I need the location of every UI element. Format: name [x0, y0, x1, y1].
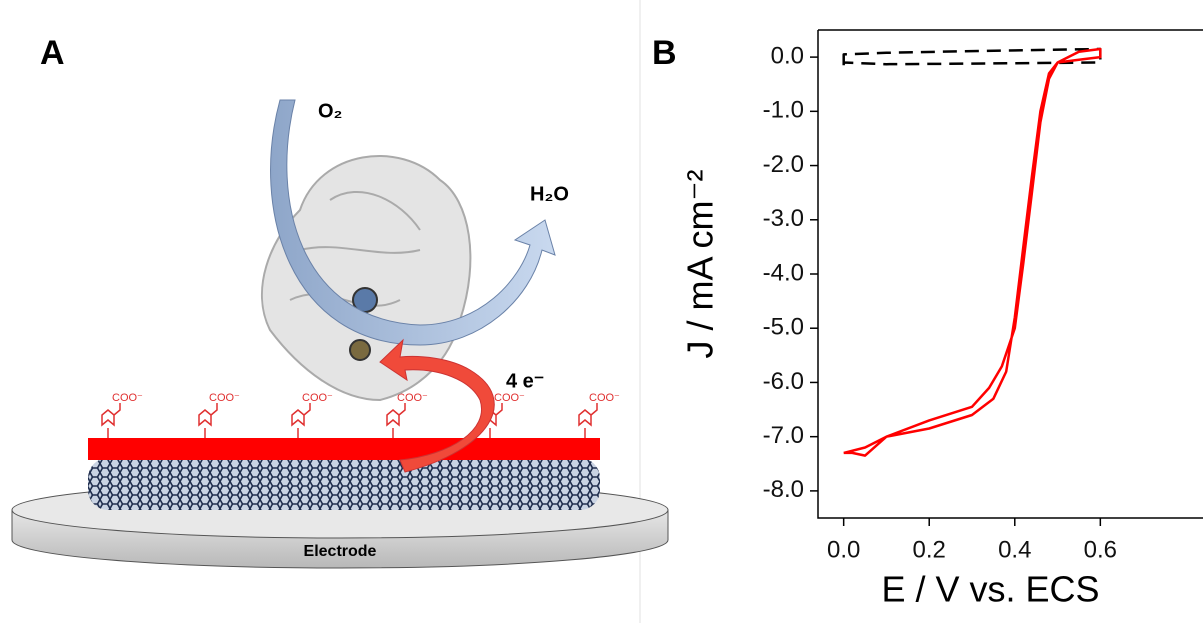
o2-label: O₂: [318, 100, 342, 122]
y-tick-label: -3.0: [763, 205, 804, 232]
x-tick-label: 0.6: [1084, 536, 1117, 563]
y-tick-label: -6.0: [763, 368, 804, 395]
panel-label: B: [652, 34, 677, 72]
linker: [291, 403, 311, 438]
y-tick-label: -5.0: [763, 314, 804, 341]
y-tick-label: 0.0: [771, 42, 804, 69]
axis-frame: [817, 29, 1203, 519]
y-tick-label: -7.0: [763, 422, 804, 449]
linker-label: COO⁻: [397, 392, 428, 404]
x-axis-label: E / V vs. ECS: [881, 569, 1099, 610]
chart: B 0.0 -1.0 -2.0 -3.0 -4.0 -5.0 -6.0 -7.0 -8.0 0.0 0…: [652, 29, 1203, 610]
y-axis-label: J / mA cm⁻²: [680, 169, 721, 358]
x-tick-label: 0.2: [913, 536, 946, 563]
x-tick-label: 0.0: [827, 536, 860, 563]
y-tick-label: -1.0: [763, 97, 804, 124]
electron-arrow: [379, 338, 495, 473]
reaction-arrow: [270, 99, 556, 346]
linker: [101, 403, 121, 438]
linker-label: COO⁻: [209, 392, 240, 404]
nanotube: [88, 458, 600, 510]
linker-label: COO⁻: [302, 392, 333, 404]
linker-label: COO⁻: [494, 392, 525, 404]
panel-label: A: [40, 34, 65, 72]
y-tick-label: -2.0: [763, 151, 804, 178]
series-line: [843, 47, 1102, 457]
h2o-label: H₂O: [530, 183, 569, 205]
linker: [386, 403, 406, 438]
linker-label: COO⁻: [112, 392, 143, 404]
linkers: COO⁻ COO⁻ COO⁻ COO⁻ COO⁻ COO⁻: [101, 392, 620, 438]
linker: [578, 403, 598, 438]
linker: [198, 403, 218, 438]
electron-label: 4 e⁻: [506, 370, 544, 392]
y-tick-label: -8.0: [763, 476, 804, 503]
y-tick-label: -4.0: [763, 259, 804, 286]
electrode-label: Electrode: [304, 543, 377, 560]
functional-layer: [88, 438, 600, 460]
x-tick-label: 0.4: [998, 536, 1031, 563]
linker-label: COO⁻: [589, 392, 620, 404]
